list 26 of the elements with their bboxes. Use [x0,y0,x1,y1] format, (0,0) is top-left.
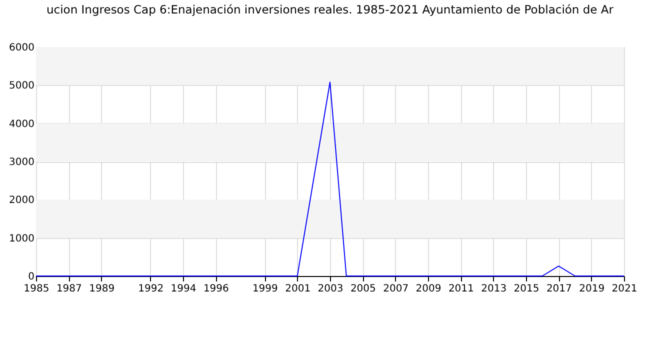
y-tick-label: 3000 [9,157,34,168]
x-tick-label: 1989 [89,284,115,294]
x-tick-label: 2013 [481,284,507,294]
x-tick-label: 2007 [383,284,409,294]
x-tick-label: 2003 [318,284,344,294]
x-tick-label: 2015 [514,284,540,294]
x-tick-label: 1985 [24,284,50,294]
x-tick-label: 1996 [203,284,229,294]
y-tick-label: 4000 [9,118,34,130]
x-tick-label: 1987 [56,284,82,294]
x-tick-label: 2009 [416,284,442,294]
x-tick-label: 2021 [612,284,638,294]
x-tick-label: 2005 [350,284,376,294]
x-tick-label: 1992 [138,284,164,294]
x-tick-label: 2017 [546,284,572,294]
y-tick-label: 2000 [9,195,34,206]
x-tick-label: 2011 [448,284,474,294]
chart-title: ucion Ingresos Cap 6:Enajenación inversiones reales. 1985-2021 Ayuntamiento de Población de Ar [46,2,614,16]
y-tick-label: 5000 [9,80,34,92]
x-tick-label: 1994 [170,284,196,294]
x-tick-label: 2019 [579,284,605,294]
y-tick-label: 1000 [9,233,34,244]
x-tick-label: 2001 [285,284,311,294]
y-tick-label: 0 [28,272,34,282]
x-tick-label: 1999 [252,284,278,294]
y-tick-label: 6000 [9,42,34,54]
